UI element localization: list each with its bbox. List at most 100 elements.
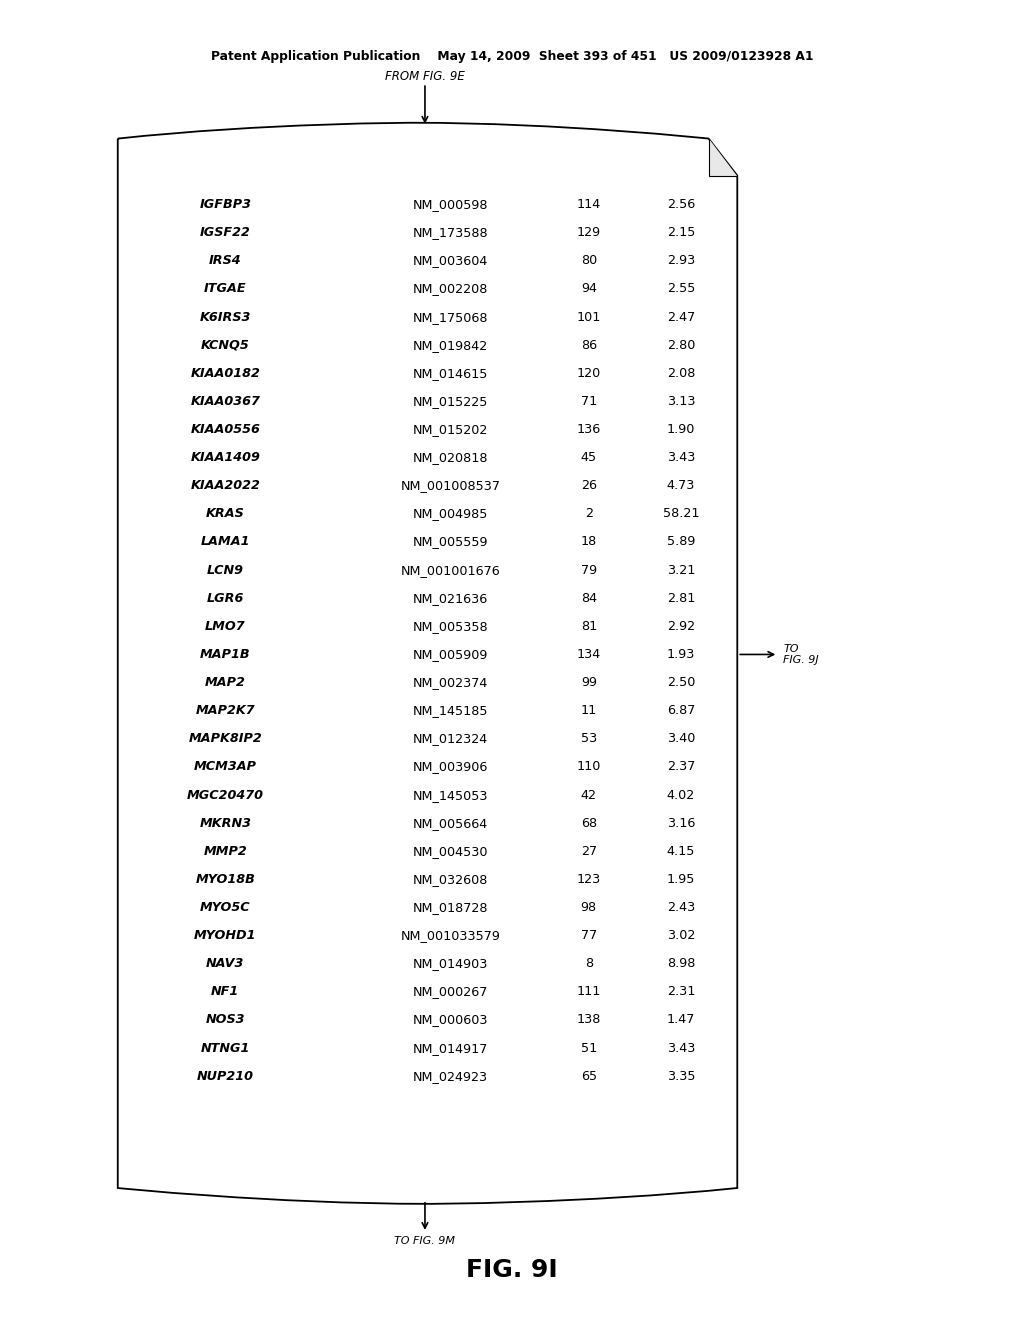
Text: MKRN3: MKRN3 <box>200 817 251 830</box>
Text: 27: 27 <box>581 845 597 858</box>
Text: 3.43: 3.43 <box>667 1041 695 1055</box>
Text: 79: 79 <box>581 564 597 577</box>
Text: NAV3: NAV3 <box>206 957 245 970</box>
Text: NF1: NF1 <box>211 985 240 998</box>
Text: 1.90: 1.90 <box>667 422 695 436</box>
Text: NM_002374: NM_002374 <box>413 676 488 689</box>
Text: 1.93: 1.93 <box>667 648 695 661</box>
Text: NM_002208: NM_002208 <box>413 282 488 296</box>
Text: 1.95: 1.95 <box>667 873 695 886</box>
Text: MAP1B: MAP1B <box>200 648 251 661</box>
Text: 3.21: 3.21 <box>667 564 695 577</box>
Text: 80: 80 <box>581 255 597 268</box>
Text: 3.43: 3.43 <box>667 451 695 465</box>
Text: NM_004985: NM_004985 <box>413 507 488 520</box>
Text: ITGAE: ITGAE <box>204 282 247 296</box>
Text: 71: 71 <box>581 395 597 408</box>
Text: 58.21: 58.21 <box>663 507 699 520</box>
Text: 86: 86 <box>581 339 597 351</box>
Text: TO FIG. 9M: TO FIG. 9M <box>394 1236 456 1246</box>
Text: 129: 129 <box>577 226 601 239</box>
Text: NM_019842: NM_019842 <box>413 339 488 351</box>
Text: 4.15: 4.15 <box>667 845 695 858</box>
Text: 2.92: 2.92 <box>667 620 695 632</box>
Text: NM_001001676: NM_001001676 <box>400 564 501 577</box>
Text: 77: 77 <box>581 929 597 942</box>
Text: 3.02: 3.02 <box>667 929 695 942</box>
Text: 18: 18 <box>581 536 597 549</box>
Text: 2.47: 2.47 <box>667 310 695 323</box>
Text: NM_032608: NM_032608 <box>413 873 488 886</box>
Text: MYOHD1: MYOHD1 <box>194 929 257 942</box>
Text: TO
FIG. 9J: TO FIG. 9J <box>783 644 819 665</box>
Text: 4.73: 4.73 <box>667 479 695 492</box>
Text: 5.89: 5.89 <box>667 536 695 549</box>
Text: NM_003906: NM_003906 <box>413 760 488 774</box>
PathPatch shape <box>118 123 737 1204</box>
Text: 2.15: 2.15 <box>667 226 695 239</box>
Text: 68: 68 <box>581 817 597 830</box>
Text: 138: 138 <box>577 1014 601 1027</box>
Text: NM_001008537: NM_001008537 <box>400 479 501 492</box>
Text: KIAA0556: KIAA0556 <box>190 422 260 436</box>
Text: NM_173588: NM_173588 <box>413 226 488 239</box>
Text: MAPK8IP2: MAPK8IP2 <box>188 733 262 746</box>
Text: LCN9: LCN9 <box>207 564 244 577</box>
Text: KIAA1409: KIAA1409 <box>190 451 260 465</box>
Text: 81: 81 <box>581 620 597 632</box>
Text: NM_004530: NM_004530 <box>413 845 488 858</box>
Text: NM_145185: NM_145185 <box>413 704 488 717</box>
Text: NM_014917: NM_014917 <box>413 1041 488 1055</box>
Text: 2.55: 2.55 <box>667 282 695 296</box>
Text: NM_014903: NM_014903 <box>413 957 488 970</box>
Text: 3.16: 3.16 <box>667 817 695 830</box>
Text: NM_005664: NM_005664 <box>413 817 488 830</box>
Text: 2.37: 2.37 <box>667 760 695 774</box>
Text: NM_021636: NM_021636 <box>413 591 488 605</box>
Text: 2.08: 2.08 <box>667 367 695 380</box>
Text: 45: 45 <box>581 451 597 465</box>
Text: NM_145053: NM_145053 <box>413 788 488 801</box>
Text: NM_018728: NM_018728 <box>413 902 488 913</box>
Text: 2.80: 2.80 <box>667 339 695 351</box>
Text: 6.87: 6.87 <box>667 704 695 717</box>
Text: LAMA1: LAMA1 <box>201 536 250 549</box>
Text: 84: 84 <box>581 591 597 605</box>
Text: KCNQ5: KCNQ5 <box>201 339 250 351</box>
Text: 2.81: 2.81 <box>667 591 695 605</box>
Text: 2.50: 2.50 <box>667 676 695 689</box>
Text: 65: 65 <box>581 1069 597 1082</box>
Text: 136: 136 <box>577 422 601 436</box>
Text: IGSF22: IGSF22 <box>200 226 251 239</box>
Text: 99: 99 <box>581 676 597 689</box>
Text: 2: 2 <box>585 507 593 520</box>
Text: 51: 51 <box>581 1041 597 1055</box>
Text: NM_005559: NM_005559 <box>413 536 488 549</box>
Text: KIAA0367: KIAA0367 <box>190 395 260 408</box>
Text: IRS4: IRS4 <box>209 255 242 268</box>
Text: 42: 42 <box>581 788 597 801</box>
Text: NM_000267: NM_000267 <box>413 985 488 998</box>
Text: MCM3AP: MCM3AP <box>194 760 257 774</box>
Text: LGR6: LGR6 <box>207 591 244 605</box>
Text: NOS3: NOS3 <box>206 1014 245 1027</box>
Text: IGFBP3: IGFBP3 <box>200 198 251 211</box>
Text: 94: 94 <box>581 282 597 296</box>
Text: 123: 123 <box>577 873 601 886</box>
Text: 8.98: 8.98 <box>667 957 695 970</box>
Text: K6IRS3: K6IRS3 <box>200 310 251 323</box>
Text: 114: 114 <box>577 198 601 211</box>
Text: NM_005358: NM_005358 <box>413 620 488 632</box>
Text: 2.31: 2.31 <box>667 985 695 998</box>
Text: KRAS: KRAS <box>206 507 245 520</box>
Text: FIG. 9I: FIG. 9I <box>466 1258 558 1282</box>
Text: 11: 11 <box>581 704 597 717</box>
Text: NM_015202: NM_015202 <box>413 422 488 436</box>
Text: LMO7: LMO7 <box>205 620 246 632</box>
Text: KIAA2022: KIAA2022 <box>190 479 260 492</box>
Text: FROM FIG. 9E: FROM FIG. 9E <box>385 70 465 83</box>
Text: NM_000603: NM_000603 <box>413 1014 488 1027</box>
Text: MYO5C: MYO5C <box>200 902 251 913</box>
Text: MMP2: MMP2 <box>204 845 247 858</box>
Text: MGC20470: MGC20470 <box>186 788 264 801</box>
